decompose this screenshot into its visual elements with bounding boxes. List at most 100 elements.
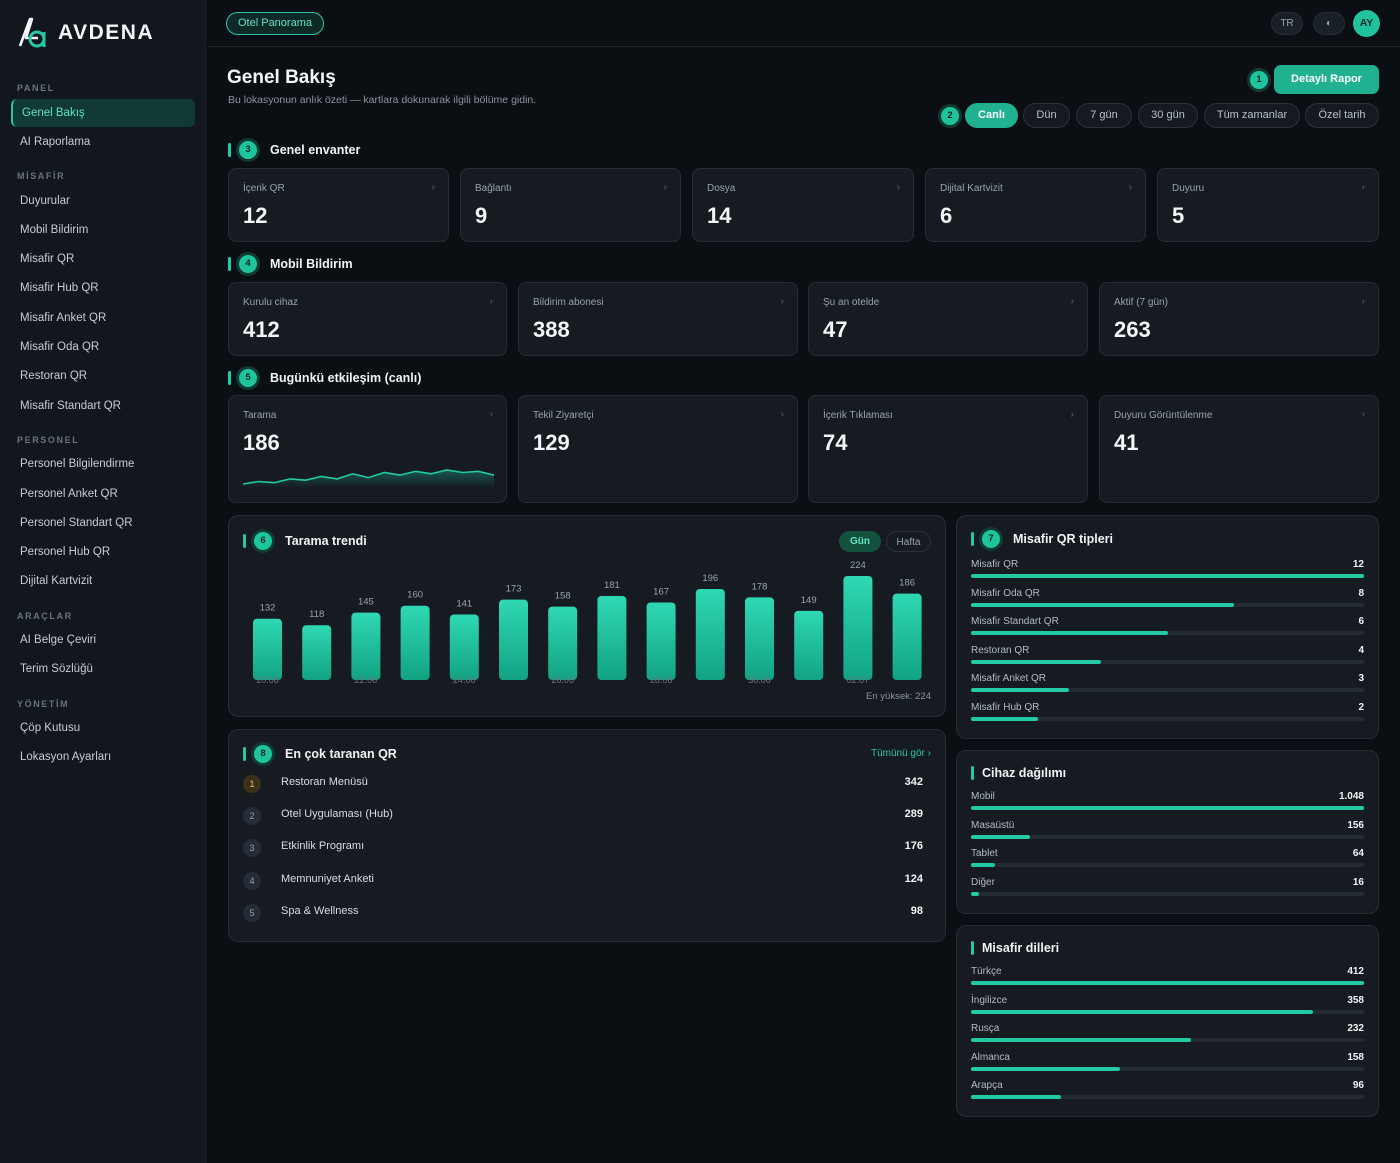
range-7d-button[interactable]: 7 gün bbox=[1076, 103, 1132, 128]
step-badge: 2 bbox=[941, 107, 959, 125]
bar[interactable] bbox=[449, 614, 479, 680]
card-icerik-tiklamasi[interactable]: İçerik Tıklaması › 74 bbox=[808, 395, 1088, 503]
sidebar-item-ai-belge-ceviri[interactable]: AI Belge Çeviri bbox=[20, 634, 97, 646]
detailed-report-button[interactable]: Detaylı Rapor bbox=[1274, 65, 1379, 94]
toggle-week-button[interactable]: Hafta bbox=[886, 531, 931, 552]
sidebar-item-mobil-bildirim[interactable]: Mobil Bildirim bbox=[20, 224, 89, 236]
sidebar-item-personel-bilgilendirme[interactable]: Personel Bilgilendirme bbox=[20, 458, 135, 470]
bar[interactable] bbox=[499, 599, 528, 680]
sidebar-item-personel-standart-qr[interactable]: Personel Standart QR bbox=[20, 517, 133, 529]
card-value: 6 bbox=[940, 203, 953, 228]
bar-row: Mobil 1.048 bbox=[971, 791, 1364, 815]
bar-value-label: 186 bbox=[899, 578, 915, 589]
bar-value-label: 178 bbox=[752, 581, 768, 592]
section-title: Bugünkü etkileşim (canlı) bbox=[270, 371, 422, 385]
language-button[interactable]: TR bbox=[1271, 12, 1303, 35]
chevron-right-icon: › bbox=[663, 182, 667, 193]
sidebar-item-terim-sozlugu[interactable]: Terim Sözlüğü bbox=[20, 663, 93, 675]
bar-value: 4 bbox=[1358, 644, 1364, 656]
bar[interactable] bbox=[646, 602, 676, 680]
list-item[interactable]: 4 Memnuniyet Anketi 124 bbox=[243, 870, 923, 892]
sidebar-item-duyurular[interactable]: Duyurular bbox=[20, 195, 70, 207]
card-value: 41 bbox=[1114, 430, 1139, 455]
bar-track bbox=[971, 834, 1364, 839]
sidebar-item-misafir-anket-qr[interactable]: Misafir Anket QR bbox=[20, 312, 107, 324]
card-kurulu-cihaz[interactable]: Kurulu cihaz › 412 bbox=[228, 282, 507, 356]
sidebar-item-ai-raporlama[interactable]: AI Raporlama bbox=[20, 136, 91, 148]
sidebar-item-genel-bakis[interactable]: Genel Bakış bbox=[11, 99, 195, 127]
card-value: 186 bbox=[243, 430, 280, 455]
list-item[interactable]: 2 Otel Uygulaması (Hub) 289 bbox=[243, 805, 923, 827]
card-dosya[interactable]: Dosya › 14 bbox=[692, 168, 914, 242]
card-aktif-7-gun[interactable]: Aktif (7 gün) › 263 bbox=[1099, 282, 1379, 356]
card-value: 263 bbox=[1114, 317, 1151, 342]
avatar[interactable]: AY bbox=[1353, 10, 1380, 37]
list-item[interactable]: 3 Etkinlik Programı 176 bbox=[243, 837, 923, 859]
card-baglanti[interactable]: Bağlantı › 9 bbox=[460, 168, 681, 242]
bar-track bbox=[971, 602, 1364, 607]
toggle-day-button[interactable]: Gün bbox=[839, 531, 881, 552]
avdena-logo-icon bbox=[18, 17, 46, 48]
range-all-time-button[interactable]: Tüm zamanlar bbox=[1204, 103, 1300, 128]
card-value: 47 bbox=[823, 317, 848, 342]
theme-toggle-icon[interactable]: ◐ bbox=[1313, 12, 1345, 35]
bar[interactable] bbox=[892, 593, 922, 680]
card-tarama[interactable]: Tarama › 186 bbox=[228, 395, 507, 503]
section-inventory-header: 3 Genel envanter bbox=[228, 141, 360, 159]
bar-row: Tablet 64 bbox=[971, 848, 1364, 872]
x-tick-label: 24.06 bbox=[453, 675, 476, 685]
step-badge: 1 bbox=[1250, 71, 1268, 89]
panel-title: En çok taranan QR bbox=[285, 747, 397, 761]
sidebar-item-dijital-kartvizit[interactable]: Dijital Kartvizit bbox=[20, 575, 93, 587]
list-item[interactable]: 1 Restoran Menüsü 342 bbox=[243, 773, 923, 795]
card-dijital-kartvizit[interactable]: Dijital Kartvizit › 6 bbox=[925, 168, 1146, 242]
x-tick-label: 26.06 bbox=[551, 675, 574, 685]
bar-value: 8 bbox=[1358, 587, 1364, 599]
card-duyuru[interactable]: Duyuru › 5 bbox=[1157, 168, 1379, 242]
sidebar-item-lokasyon-ayarlari[interactable]: Lokasyon Ayarları bbox=[20, 751, 112, 763]
range-yesterday-button[interactable]: Dün bbox=[1023, 103, 1070, 128]
bar[interactable] bbox=[548, 606, 578, 680]
bar[interactable] bbox=[695, 589, 725, 680]
card-value: 14 bbox=[707, 203, 732, 228]
bar[interactable] bbox=[843, 576, 873, 680]
card-bildirim-abonesi[interactable]: Bildirim abonesi › 388 bbox=[518, 282, 798, 356]
nav-section-misafir: MİSAFİR bbox=[17, 171, 66, 181]
sidebar-item-misafir-qr[interactable]: Misafir QR bbox=[20, 253, 75, 265]
bar-value: 1.048 bbox=[1338, 791, 1364, 802]
bar[interactable] bbox=[400, 605, 430, 680]
card-su-an-otelde[interactable]: Şu an otelde › 47 bbox=[808, 282, 1088, 356]
bar[interactable] bbox=[351, 612, 381, 680]
bar-fill bbox=[971, 806, 1364, 810]
brand-logo[interactable]: AVDENA bbox=[18, 16, 154, 50]
card-duyuru-goruntulenme[interactable]: Duyuru Görüntülenme › 41 bbox=[1099, 395, 1379, 503]
sidebar-item-cop-kutusu[interactable]: Çöp Kutusu bbox=[20, 722, 81, 734]
card-icerik-qr[interactable]: İçerik QR › 12 bbox=[228, 168, 449, 242]
bar[interactable] bbox=[302, 625, 332, 680]
sidebar-item-personel-anket-qr[interactable]: Personel Anket QR bbox=[20, 488, 118, 500]
range-30d-button[interactable]: 30 gün bbox=[1138, 103, 1198, 128]
hotel-selector[interactable]: Otel Panorama bbox=[226, 12, 324, 35]
bar[interactable] bbox=[745, 597, 774, 680]
see-all-link[interactable]: Tümünü gör › bbox=[870, 748, 931, 759]
sidebar: AVDENA PANEL Genel Bakış AI Raporlama Mİ… bbox=[0, 0, 206, 1163]
range-custom-button[interactable]: Özel tarih bbox=[1305, 103, 1379, 128]
bar-row: Restoran QR 4 bbox=[971, 645, 1364, 669]
bar[interactable] bbox=[253, 618, 282, 680]
list-item[interactable]: 5 Spa & Wellness 98 bbox=[243, 902, 923, 924]
sidebar-item-misafir-standart-qr[interactable]: Misafir Standart QR bbox=[20, 400, 121, 412]
bar[interactable] bbox=[794, 610, 824, 680]
card-tekil-ziyaretci[interactable]: Tekil Ziyaretçi › 129 bbox=[518, 395, 798, 503]
range-live-button[interactable]: Canlı bbox=[965, 103, 1018, 128]
bar-value-label: 149 bbox=[801, 595, 817, 606]
bar-value-label: 145 bbox=[358, 597, 374, 608]
bar-track bbox=[971, 1038, 1364, 1042]
bar[interactable] bbox=[597, 595, 627, 680]
sidebar-item-personel-hub-qr[interactable]: Personel Hub QR bbox=[20, 546, 111, 558]
card-label: Dosya bbox=[707, 183, 736, 194]
sidebar-item-misafir-hub-qr[interactable]: Misafir Hub QR bbox=[20, 282, 99, 294]
bar-value-label: 118 bbox=[309, 609, 324, 620]
bar-value: 358 bbox=[1347, 994, 1364, 1006]
sidebar-item-misafir-oda-qr[interactable]: Misafir Oda QR bbox=[20, 341, 100, 353]
sidebar-item-restoran-qr[interactable]: Restoran QR bbox=[20, 370, 88, 382]
